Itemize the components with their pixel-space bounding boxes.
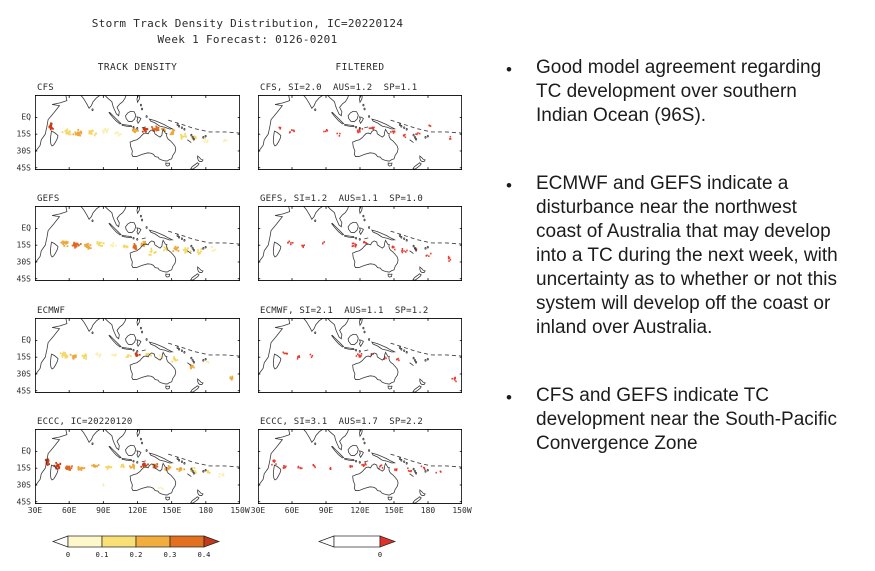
bullet-marker: • xyxy=(506,388,512,407)
lon-label: 120E xyxy=(350,506,370,515)
map-cfs-track-density xyxy=(35,95,240,170)
figure-title-line1: Storm Track Density Distribution, IC=202… xyxy=(91,17,404,30)
lat-label: EQ xyxy=(21,446,31,456)
panel-label-gefs-density: GEFS xyxy=(37,194,60,204)
lat-label: 15S xyxy=(16,352,31,362)
bullet-item-1: • Good model agreement regarding TC deve… xyxy=(506,56,858,128)
lat-label: 45S xyxy=(16,163,31,173)
panel-label-ecmwf-filtered: ECMWF, SI=2.1 AUS=1.1 SP=1.2 xyxy=(260,306,429,316)
lat-axis-labels: EQ 15S 30S 45S xyxy=(4,206,33,284)
map-row-cfs: CFS CFS, SI=2.0 AUS=1.2 SP=1.1 EQ 15S 30S 4… xyxy=(0,83,500,173)
figure-title-line2: Week 1 Forecast: 0126-0201 xyxy=(157,33,338,46)
filtered-colorbar: 0 xyxy=(317,535,397,559)
lon-label: 30E xyxy=(27,506,43,515)
panel-label-cfs-filtered: CFS, SI=2.0 AUS=1.2 SP=1.1 xyxy=(260,83,418,93)
lat-label: 15S xyxy=(16,463,31,473)
lat-axis-labels: EQ 15S 30S 45S xyxy=(4,429,33,507)
bullet-item-3: • CFS and GEFS indicate TC development n… xyxy=(506,384,858,456)
svg-text:0.4: 0.4 xyxy=(198,551,211,559)
map-eccc-track-density xyxy=(35,429,240,504)
lon-label: 150E xyxy=(162,506,182,515)
map-row-gefs: GEFS GEFS, SI=1.2 AUS=1.1 SP=1.0 EQ 15S 30… xyxy=(0,194,500,284)
map-eccc-filtered xyxy=(258,429,462,504)
panel-label-cfs-density: CFS xyxy=(37,83,54,93)
map-gefs-filtered xyxy=(258,206,462,281)
bullet-marker: • xyxy=(506,60,512,79)
lat-label: EQ xyxy=(21,335,31,345)
bullet-item-2: • ECMWF and GEFS indicate a disturbance … xyxy=(506,172,858,340)
map-row-ecmwf: ECMWF ECMWF, SI=2.1 AUS=1.1 SP=1.2 EQ 15S… xyxy=(0,306,500,396)
svg-text:0: 0 xyxy=(378,551,382,559)
map-row-eccc: ECCC, IC=20220120 ECCC, SI=3.1 AUS=1.7 S… xyxy=(0,417,500,507)
panel-label-eccc-density: ECCC, IC=20220120 xyxy=(37,417,133,427)
lat-label: 45S xyxy=(16,274,31,284)
lat-label: 45S xyxy=(16,386,31,396)
lon-label: 180 xyxy=(198,506,214,515)
density-colorbar: 0 0.1 0.2 0.3 0.4 xyxy=(51,535,221,559)
lon-axis-labels-right: 30E 60E 90E 120E 150E 180 150W xyxy=(251,506,472,516)
lon-label: 120E xyxy=(127,506,148,515)
bullet-text-3: CFS and GEFS indicate TC development nea… xyxy=(536,385,838,454)
notes-panel: • Good model agreement regarding TC deve… xyxy=(506,56,858,500)
lon-label: 90E xyxy=(96,506,111,515)
bullet-marker: • xyxy=(506,176,512,195)
lat-label: 30S xyxy=(16,146,31,156)
panel-label-ecmwf-density: ECMWF xyxy=(37,306,66,316)
lon-label: 150W xyxy=(452,506,472,515)
bullet-text-2: ECMWF and GEFS indicate a disturbance ne… xyxy=(536,173,838,338)
map-cfs-filtered xyxy=(258,95,462,170)
lat-label: EQ xyxy=(21,112,31,122)
lon-label: 60E xyxy=(61,506,77,515)
lat-label: 30S xyxy=(16,257,31,267)
lon-label: 180 xyxy=(420,506,436,515)
map-gefs-track-density xyxy=(35,206,240,281)
lon-label: 150W xyxy=(230,506,250,515)
svg-text:0.3: 0.3 xyxy=(164,551,177,559)
lon-label: 30E xyxy=(250,506,266,515)
figure-title: Storm Track Density Distribution, IC=202… xyxy=(30,16,465,48)
svg-text:0: 0 xyxy=(66,551,70,559)
lat-label: EQ xyxy=(21,223,31,233)
lat-axis-labels: EQ 15S 30S 45S xyxy=(4,95,33,173)
lat-label: 45S xyxy=(16,497,31,507)
svg-text:0.2: 0.2 xyxy=(130,551,143,559)
lon-label: 60E xyxy=(284,506,300,515)
lat-label: 30S xyxy=(16,369,31,379)
column-header-track-density: TRACK DENSITY xyxy=(97,62,178,73)
panel-label-eccc-filtered: ECCC, SI=3.1 AUS=1.7 SP=2.2 xyxy=(260,417,423,427)
lon-label: 150E xyxy=(384,506,404,515)
lat-axis-labels: EQ 15S 30S 45S xyxy=(4,318,33,396)
lat-label: 15S xyxy=(16,129,31,139)
column-header-filtered: FILTERED xyxy=(335,62,385,73)
storm-track-figure: Storm Track Density Distribution, IC=202… xyxy=(0,16,500,559)
lon-label: 90E xyxy=(318,506,334,515)
map-ecmwf-filtered xyxy=(258,318,462,393)
lat-label: 30S xyxy=(16,480,31,490)
panel-label-gefs-filtered: GEFS, SI=1.2 AUS=1.1 SP=1.0 xyxy=(260,194,423,204)
bullet-text-1: Good model agreement regarding TC develo… xyxy=(536,57,822,126)
map-ecmwf-track-density xyxy=(35,318,240,393)
lon-axis-labels-left: 30E 60E 90E 120E 150E 180 150W xyxy=(28,506,250,516)
lat-label: 15S xyxy=(16,240,31,250)
svg-text:0.1: 0.1 xyxy=(96,551,109,559)
